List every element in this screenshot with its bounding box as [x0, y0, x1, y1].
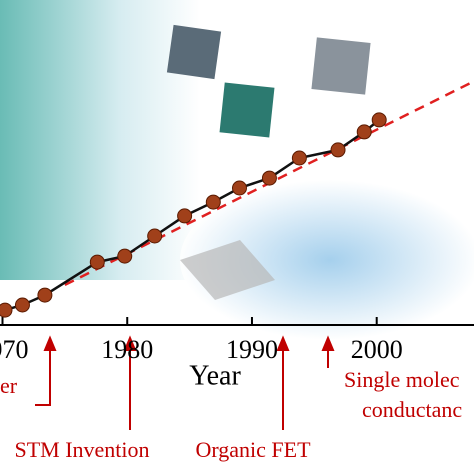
- x-tick-label: 1990: [226, 335, 278, 364]
- data-point: [231, 180, 247, 196]
- data-point: [356, 124, 372, 140]
- chip-image: [311, 37, 371, 95]
- data-point: [330, 142, 346, 158]
- chip-image: [219, 82, 275, 138]
- data-point: [14, 297, 30, 313]
- annotation: STM Invention: [14, 437, 149, 462]
- x-tick-label: 1970: [0, 335, 28, 364]
- data-point: [37, 287, 53, 303]
- data-point: [117, 248, 133, 264]
- annotation: er: [0, 373, 18, 398]
- data-point: [147, 228, 163, 244]
- circuit-image: [0, 0, 200, 280]
- x-axis-label: Year: [189, 360, 241, 391]
- molecule-image: [180, 180, 474, 340]
- data-point: [177, 208, 193, 224]
- x-tick-label: 2000: [351, 335, 403, 364]
- data-point: [0, 302, 13, 318]
- data-point: [371, 112, 387, 128]
- data-point: [89, 254, 105, 270]
- annotation: Single molec: [344, 367, 460, 392]
- stm-image: [180, 240, 275, 300]
- data-point: [261, 170, 277, 186]
- annotation: Organic FET: [195, 437, 311, 462]
- data-point: [205, 194, 221, 210]
- arrows: [35, 335, 335, 430]
- x-tick-label: 1980: [101, 335, 153, 364]
- chip-image: [166, 24, 222, 80]
- data-point: [291, 150, 307, 166]
- annotation: conductanc: [362, 397, 462, 422]
